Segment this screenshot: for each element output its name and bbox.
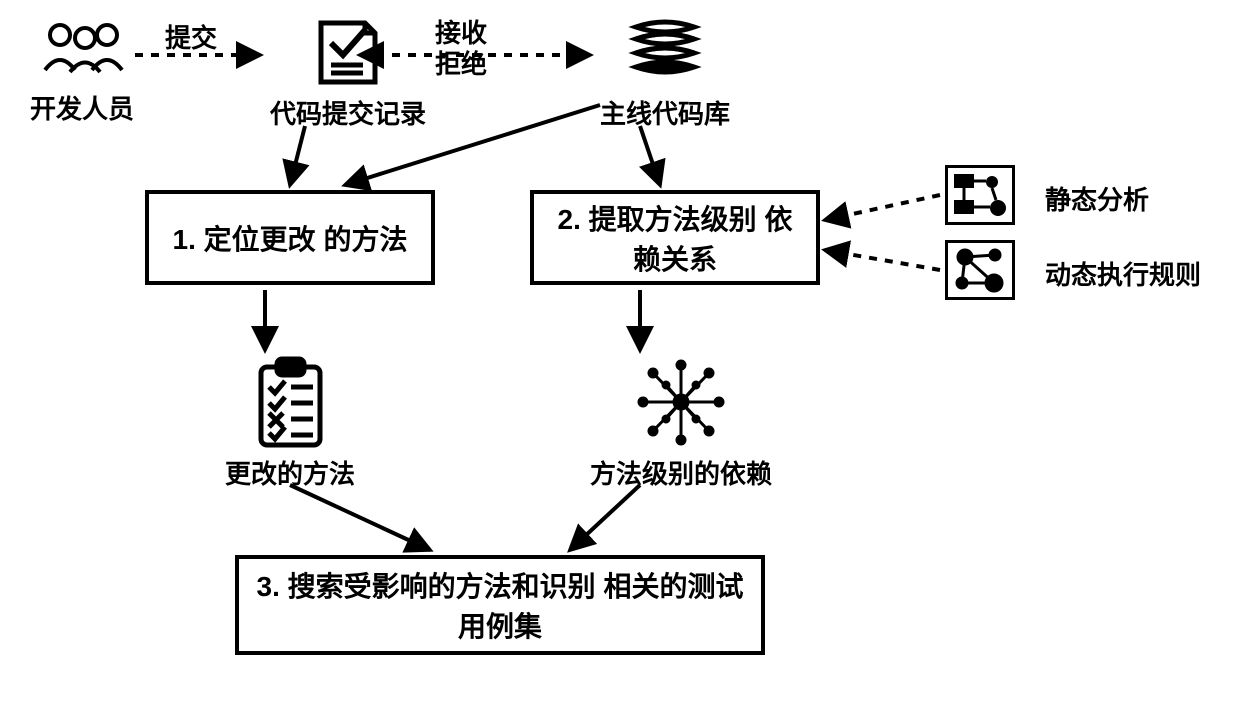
commit-record-node: 代码提交记录 (270, 15, 426, 131)
dynamic-rules-label: 动态执行规则 (1045, 255, 1201, 292)
dynamic-rules-iconbox (945, 240, 1015, 300)
extract-box-text: 2. 提取方法级别 依赖关系 (546, 198, 804, 278)
locate-changed-methods-box: 1. 定位更改 的方法 (145, 190, 435, 285)
commit-record-label: 代码提交记录 (270, 94, 426, 131)
locate-box-text: 1. 定位更改 的方法 (173, 218, 408, 258)
main-codebase-label: 主线代码库 (600, 94, 730, 131)
method-dependency-node: 方法级别的依赖 (590, 355, 772, 491)
submit-label: 提交 (165, 18, 217, 55)
stack-icon (628, 15, 703, 90)
static-analysis-iconbox (945, 165, 1015, 225)
flowchart-icon (950, 170, 1010, 220)
checklist-doc-icon (313, 15, 383, 90)
static-analysis-label: 静态分析 (1045, 180, 1149, 217)
method-dependency-label: 方法级别的依赖 (590, 454, 772, 491)
main-codebase-node: 主线代码库 (600, 15, 730, 131)
search-affected-box: 3. 搜索受影响的方法和识别 相关的测试用例集 (235, 555, 765, 655)
extract-dependencies-box: 2. 提取方法级别 依赖关系 (530, 190, 820, 285)
developers-label: 开发人员 (30, 89, 134, 126)
developers-node: 开发人员 (30, 20, 134, 126)
people-icon (35, 20, 130, 85)
changed-methods-node: 更改的方法 (225, 355, 355, 491)
network-star-icon (634, 355, 729, 450)
accept-reject-label: 接收 拒绝 (435, 18, 487, 80)
graph-icon (950, 245, 1010, 295)
changed-methods-label: 更改的方法 (225, 454, 355, 491)
clipboard-icon (253, 355, 328, 450)
search-box-text: 3. 搜索受影响的方法和识别 相关的测试用例集 (251, 565, 749, 645)
